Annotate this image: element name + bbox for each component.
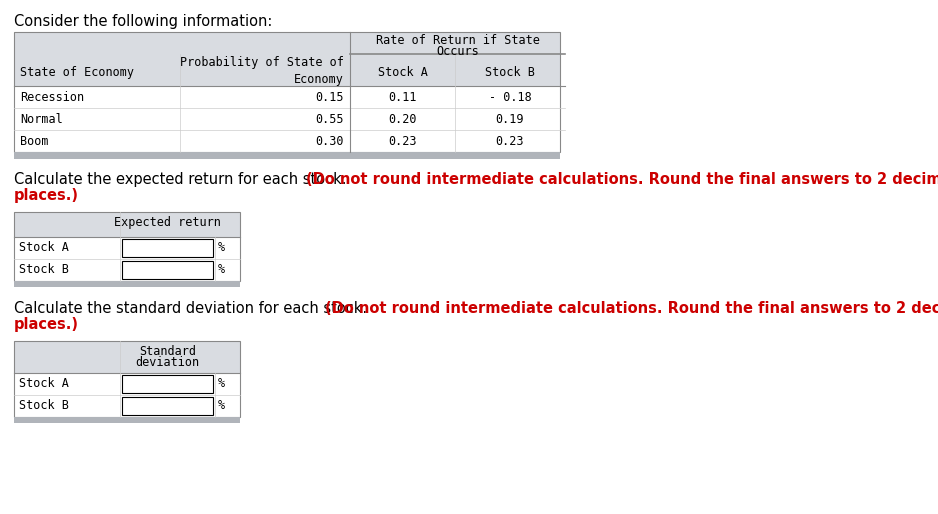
Text: Expected return: Expected return bbox=[114, 216, 221, 229]
Bar bbox=[14, 32, 560, 152]
Bar bbox=[14, 32, 560, 86]
Bar bbox=[122, 239, 213, 257]
Text: 0.55: 0.55 bbox=[315, 113, 344, 126]
Bar bbox=[14, 281, 240, 287]
Text: - 0.18: - 0.18 bbox=[489, 91, 531, 104]
Text: Occurs: Occurs bbox=[436, 45, 479, 58]
Text: 0.30: 0.30 bbox=[315, 135, 344, 148]
Text: Consider the following information:: Consider the following information: bbox=[14, 14, 272, 29]
Text: Stock B: Stock B bbox=[485, 66, 535, 79]
Bar bbox=[14, 86, 560, 152]
Text: (Do not round intermediate calculations. Round the final answers to 2 decimal: (Do not round intermediate calculations.… bbox=[306, 172, 938, 187]
Text: Boom: Boom bbox=[20, 135, 49, 148]
Text: Rate of Return if State: Rate of Return if State bbox=[375, 34, 539, 47]
Text: 0.23: 0.23 bbox=[496, 135, 524, 148]
Bar bbox=[14, 212, 240, 281]
Text: State of Economy: State of Economy bbox=[20, 66, 134, 79]
Text: 0.23: 0.23 bbox=[388, 135, 416, 148]
Bar bbox=[122, 397, 213, 415]
Text: %: % bbox=[218, 241, 225, 254]
Bar bbox=[14, 417, 240, 423]
Text: Probability of State of
Economy: Probability of State of Economy bbox=[180, 56, 344, 86]
Bar bbox=[14, 152, 560, 159]
Text: Stock A: Stock A bbox=[19, 241, 68, 254]
Text: 0.15: 0.15 bbox=[315, 91, 344, 104]
Text: deviation: deviation bbox=[135, 356, 200, 369]
Text: places.): places.) bbox=[14, 188, 79, 203]
Text: Normal: Normal bbox=[20, 113, 63, 126]
Text: Calculate the standard deviation for each stock.: Calculate the standard deviation for eac… bbox=[14, 301, 371, 316]
Bar bbox=[14, 373, 240, 417]
Text: places.): places.) bbox=[14, 317, 79, 332]
Text: %: % bbox=[218, 377, 225, 390]
Text: Stock A: Stock A bbox=[19, 377, 68, 390]
Bar bbox=[14, 212, 240, 237]
Text: %: % bbox=[218, 263, 225, 276]
Text: Stock B: Stock B bbox=[19, 263, 68, 276]
Bar bbox=[122, 375, 213, 393]
Text: Standard: Standard bbox=[139, 345, 196, 358]
Text: Recession: Recession bbox=[20, 91, 84, 104]
Text: 0.19: 0.19 bbox=[496, 113, 524, 126]
Bar bbox=[122, 261, 213, 279]
Text: (Do not round intermediate calculations. Round the final answers to 2 decimal: (Do not round intermediate calculations.… bbox=[325, 301, 938, 316]
Bar bbox=[14, 341, 240, 373]
Text: 0.11: 0.11 bbox=[388, 91, 416, 104]
Text: Stock B: Stock B bbox=[19, 399, 68, 412]
Text: 0.20: 0.20 bbox=[388, 113, 416, 126]
Bar bbox=[14, 237, 240, 281]
Bar bbox=[14, 341, 240, 417]
Text: Calculate the expected return for each stock.: Calculate the expected return for each s… bbox=[14, 172, 351, 187]
Text: %: % bbox=[218, 399, 225, 412]
Text: Stock A: Stock A bbox=[378, 66, 428, 79]
